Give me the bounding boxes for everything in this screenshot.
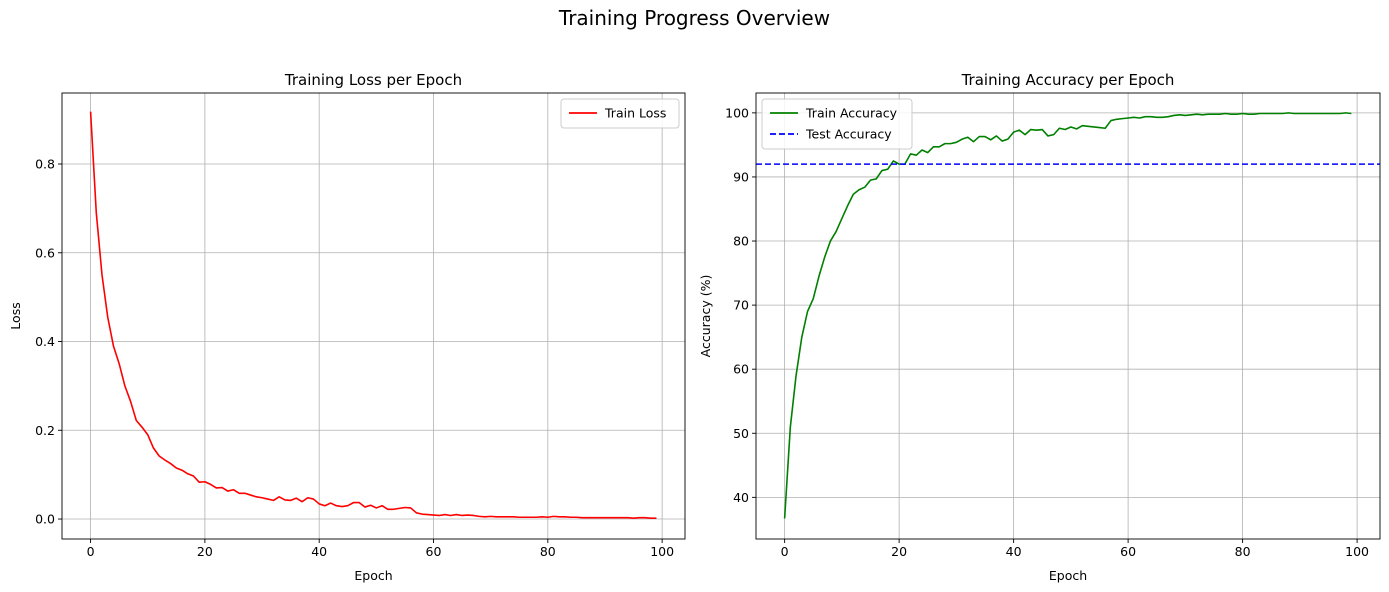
y-tick-label: 100 xyxy=(725,105,749,120)
y-tick-label: 50 xyxy=(733,426,749,441)
subplot-title: Training Loss per Epoch xyxy=(284,71,462,89)
x-tick-label: 80 xyxy=(1235,544,1251,559)
y-tick-label: 90 xyxy=(733,169,749,184)
y-tick-label: 0.8 xyxy=(35,157,55,172)
legend-box xyxy=(761,98,913,150)
legend-label: Train Loss xyxy=(604,106,666,121)
plot-area xyxy=(756,112,1380,519)
legend-label: Train Accuracy xyxy=(805,106,898,121)
plot-area xyxy=(89,111,657,519)
legend-label: Test Accuracy xyxy=(805,127,892,142)
y-axis-label: Accuracy (%) xyxy=(698,275,713,358)
y-tick-label: 0.2 xyxy=(35,423,55,438)
subplot-title: Training Accuracy per Epoch xyxy=(961,71,1175,89)
x-tick-label: 60 xyxy=(1120,544,1136,559)
x-tick-label: 20 xyxy=(197,544,213,559)
x-tick-label: 100 xyxy=(650,544,674,559)
legend: Train Accuracy Test Accuracy xyxy=(761,98,913,150)
x-tick-label: 40 xyxy=(1006,544,1022,559)
subplot-1: 0 20 40 60 80 100 0.0 0.2 0.4 0.6 0.8 Training Loss… xyxy=(8,71,686,583)
legend-box xyxy=(560,98,680,129)
y-tick-label: 70 xyxy=(733,298,749,313)
y-tick-label: 0.6 xyxy=(35,245,55,260)
y-tick-label: 40 xyxy=(733,490,749,505)
x-tick-label: 40 xyxy=(311,544,327,559)
figure-title: Training Progress Overview xyxy=(558,6,831,30)
y-axis-label: Loss xyxy=(8,302,23,329)
axes-frame xyxy=(755,92,1381,540)
series-line-train-loss xyxy=(89,111,657,519)
y-tick-label: 60 xyxy=(733,362,749,377)
subplot-2: 0 20 40 60 80 100 40 50 60 70 80 90 100 Training Accu… xyxy=(698,71,1381,583)
series-line-train-accuracy xyxy=(783,112,1352,519)
x-tick-label: 100 xyxy=(1345,544,1369,559)
y-tick-label: 80 xyxy=(733,234,749,249)
x-axis-label: Epoch xyxy=(354,568,392,583)
x-axis-label: Epoch xyxy=(1049,568,1087,583)
legend: Train Loss xyxy=(560,98,680,129)
axes-frame xyxy=(61,92,686,540)
x-tick-label: 0 xyxy=(87,544,95,559)
x-tick-label: 60 xyxy=(426,544,442,559)
y-tick-label: 0.4 xyxy=(35,334,55,349)
x-tick-label: 20 xyxy=(891,544,907,559)
y-tick-label: 0.0 xyxy=(35,512,55,527)
x-tick-label: 80 xyxy=(540,544,556,559)
x-tick-label: 0 xyxy=(781,544,789,559)
